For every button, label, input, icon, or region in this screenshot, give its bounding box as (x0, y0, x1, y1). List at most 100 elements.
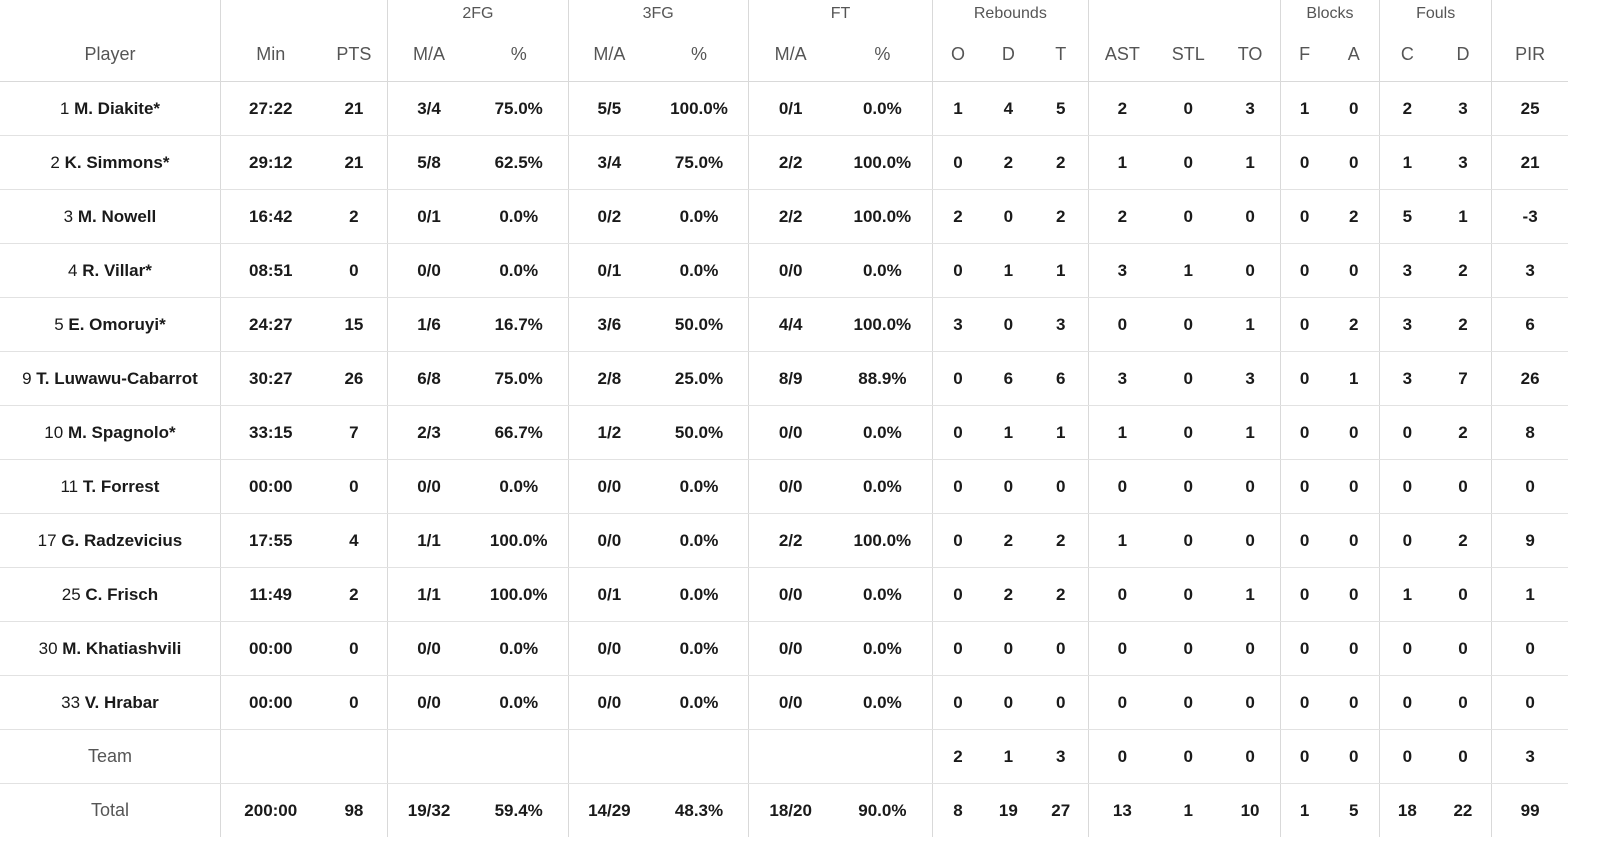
stat-ft-ma: 2/2 (747, 189, 833, 244)
stat-stl: 0 (1156, 135, 1221, 190)
stat-3fg-pct: 0.0% (650, 675, 749, 730)
player-name-link[interactable]: E. Omoruyi* (68, 314, 166, 334)
stat-2fg-pct: 75.0% (469, 351, 569, 406)
stat-reb-t: 2 (1033, 135, 1089, 190)
player-name-link[interactable]: M. Diakite* (74, 98, 161, 118)
player-name-link[interactable]: V. Hrabar (84, 692, 159, 712)
stat-reb-d: 1 (982, 405, 1034, 460)
stat-2fg-ma (387, 729, 470, 784)
col-header-reb-o[interactable]: O (932, 28, 983, 82)
player-name-link[interactable]: M. Nowell (77, 206, 157, 226)
stat-2fg-pct: 100.0% (469, 567, 569, 622)
stat-blk-a: 0 (1328, 81, 1380, 136)
stat-ft-ma: 4/4 (747, 297, 833, 352)
col-header-to[interactable]: TO (1220, 28, 1281, 82)
col-header-reb-t[interactable]: T (1033, 28, 1089, 82)
player-name-link[interactable]: M. Spagnolo* (67, 422, 176, 442)
stat-2fg-pct: 16.7% (469, 297, 569, 352)
stat-pir: 0 (1491, 621, 1568, 676)
col-header-stl[interactable]: STL (1156, 28, 1221, 82)
player-name-link[interactable]: G. Radzevicius (61, 530, 183, 550)
stat-ast: 0 (1087, 675, 1157, 730)
stat-reb-o: 0 (932, 459, 983, 514)
stat-foul-c: 1 (1379, 567, 1435, 622)
col-header-min[interactable]: Min (219, 28, 321, 82)
team-label: Team (0, 729, 221, 784)
stat-foul-d: 3 (1434, 135, 1492, 190)
player-cell: 9 T. Luwawu-Cabarrot (0, 351, 221, 406)
col-header-pir[interactable]: PIR (1491, 28, 1568, 82)
stat-2fg-ma: 5/8 (387, 135, 470, 190)
stat-ast: 3 (1087, 243, 1157, 298)
stat-reb-o: 0 (932, 243, 983, 298)
col-header-foul-d[interactable]: D (1434, 28, 1492, 82)
stat-to: 3 (1220, 81, 1281, 136)
stat-3fg-ma: 0/1 (567, 243, 651, 298)
stat-foul-d: 7 (1434, 351, 1492, 406)
stat-blk-a: 0 (1328, 459, 1380, 514)
player-row: 10 M. Spagnolo* 33:15 7 2/3 66.7% 1/2 50.0% 0/0… (0, 405, 1568, 460)
player-name-link[interactable]: R. Villar* (82, 260, 152, 280)
player-name-link[interactable]: K. Simmons* (64, 152, 170, 172)
player-name-link[interactable]: T. Forrest (82, 476, 160, 496)
stat-min: 08:51 (219, 243, 321, 298)
stat-reb-d: 6 (982, 351, 1034, 406)
stat-pts: 21 (320, 135, 388, 190)
stat-reb-t: 6 (1033, 351, 1089, 406)
col-header-ast[interactable]: AST (1087, 28, 1157, 82)
col-header-foul-c[interactable]: C (1379, 28, 1435, 82)
stat-2fg-pct: 0.0% (469, 621, 569, 676)
stat-reb-t: 2 (1033, 567, 1089, 622)
stat-reb-d: 1 (982, 729, 1034, 784)
stat-pir: -3 (1491, 189, 1568, 244)
group-spacer (1491, 0, 1568, 28)
col-header-2fg-ma[interactable]: M/A (387, 28, 470, 82)
player-name-link[interactable]: T. Luwawu-Cabarrot (36, 368, 198, 388)
stat-reb-t: 0 (1033, 621, 1089, 676)
col-header-3fg-pct[interactable]: % (650, 28, 749, 82)
stat-reb-d: 0 (982, 189, 1034, 244)
stat-blk-a: 2 (1328, 297, 1380, 352)
stat-reb-t: 0 (1033, 459, 1089, 514)
stat-pir: 3 (1491, 243, 1568, 298)
stat-blk-f: 1 (1279, 783, 1329, 837)
stat-min: 17:55 (219, 513, 321, 568)
stat-3fg-ma: 14/29 (567, 783, 651, 837)
stat-min: 30:27 (219, 351, 321, 406)
stat-2fg-pct: 75.0% (469, 81, 569, 136)
stat-2fg-pct: 0.0% (469, 189, 569, 244)
box-score-table: 2FG 3FG FT Rebounds Blocks Fouls Player … (0, 0, 1568, 837)
stat-2fg-ma: 0/0 (387, 675, 470, 730)
stat-ft-pct: 0.0% (832, 81, 933, 136)
stat-stl: 0 (1156, 297, 1221, 352)
stat-min: 00:00 (219, 675, 321, 730)
stat-ast: 1 (1087, 513, 1157, 568)
col-header-pts[interactable]: PTS (320, 28, 388, 82)
stat-ft-pct: 0.0% (832, 459, 933, 514)
player-row: 3 M. Nowell 16:42 2 0/1 0.0% 0/2 0.0% 2/2 100.0%… (0, 189, 1568, 244)
total-row: Total 200:00 98 19/32 59.4% 14/29 48.3% 18/20 90… (0, 783, 1568, 837)
player-name-link[interactable]: M. Khatiashvili (62, 638, 182, 658)
col-header-reb-d[interactable]: D (982, 28, 1034, 82)
col-header-2fg-pct[interactable]: % (469, 28, 569, 82)
stat-reb-d: 1 (982, 243, 1034, 298)
col-header-ft-pct[interactable]: % (832, 28, 933, 82)
stat-blk-a: 0 (1328, 135, 1380, 190)
col-header-player[interactable]: Player (0, 28, 221, 82)
stat-pir: 26 (1491, 351, 1568, 406)
player-cell: 33 V. Hrabar (0, 675, 221, 730)
stat-min: 24:27 (219, 297, 321, 352)
stat-ft-ma: 2/2 (747, 135, 833, 190)
stat-3fg-pct: 0.0% (650, 459, 749, 514)
col-header-ft-ma[interactable]: M/A (747, 28, 833, 82)
col-header-blk-a[interactable]: A (1328, 28, 1380, 82)
col-header-3fg-ma[interactable]: M/A (567, 28, 651, 82)
stat-3fg-ma: 2/8 (567, 351, 651, 406)
player-name-link[interactable]: C. Frisch (85, 584, 159, 604)
player-cell: 11 T. Forrest (0, 459, 221, 514)
col-header-blk-f[interactable]: F (1279, 28, 1329, 82)
stat-pts: 98 (344, 800, 364, 820)
stat-pir: 8 (1491, 405, 1568, 460)
stat-ft-ma (747, 729, 833, 784)
stat-pir: 25 (1491, 81, 1568, 136)
